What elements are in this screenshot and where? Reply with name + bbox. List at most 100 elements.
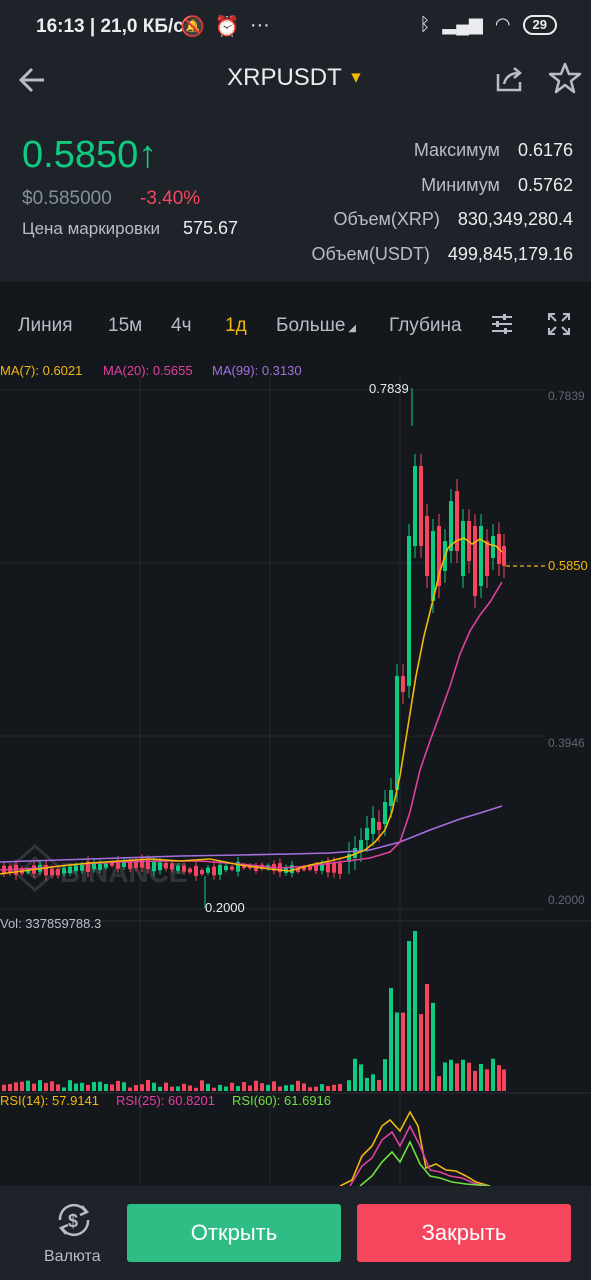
- fullscreen-icon[interactable]: [547, 312, 571, 336]
- pair-selector[interactable]: XRPUSDT ▼: [0, 64, 591, 92]
- candle: [461, 521, 465, 576]
- currency-switch-icon[interactable]: $: [52, 1200, 96, 1240]
- ma99-line: [0, 805, 503, 863]
- candle: [80, 864, 84, 871]
- volume-bar: [68, 1080, 72, 1091]
- volume-bar: [218, 1084, 222, 1091]
- volume-bar: [38, 1080, 42, 1091]
- share-icon[interactable]: [492, 62, 526, 96]
- candle: [395, 676, 399, 790]
- candle: [347, 854, 351, 862]
- candle: [437, 526, 441, 586]
- volume-bar: [2, 1084, 6, 1091]
- settings-sliders-icon[interactable]: [490, 312, 514, 336]
- tab-depth[interactable]: Глубина: [389, 315, 462, 336]
- volume-bar: [272, 1081, 276, 1091]
- candle: [230, 866, 234, 870]
- candle: [359, 840, 363, 850]
- candle: [110, 861, 114, 866]
- tab-15m[interactable]: 15м: [108, 315, 143, 336]
- grid-lines: [0, 376, 591, 1186]
- volume-bar: [461, 1059, 465, 1091]
- candle: [290, 865, 294, 874]
- volume-bar: [26, 1080, 30, 1091]
- candle: [116, 860, 120, 869]
- volume-bar: [164, 1082, 168, 1091]
- currency-label[interactable]: Валюта: [44, 1248, 101, 1265]
- candlestick-chart[interactable]: MA(7): 0.6021 MA(20): 0.5655 MA(99): 0.3…: [0, 356, 591, 1186]
- volume-bar: [437, 1076, 441, 1091]
- status-time: 16:13 | 21,0 КБ/с: [36, 16, 184, 37]
- candle: [212, 866, 216, 876]
- volume-bar: [290, 1084, 294, 1091]
- volume-bar: [134, 1085, 138, 1091]
- candle: [365, 828, 369, 840]
- candle: [146, 859, 150, 870]
- candle: [425, 516, 429, 576]
- volume-bar: [473, 1070, 477, 1091]
- y-tick-bottom: 0.2000: [548, 893, 585, 907]
- status-bar: 16:13 | 21,0 КБ/с 🔕 ⏰ ··· ᛒ ▂▄▆ ◠ 29: [0, 0, 591, 56]
- back-arrow-icon[interactable]: [14, 60, 54, 100]
- tab-more[interactable]: Больше ◢: [276, 315, 356, 336]
- volume-bar: [302, 1083, 306, 1091]
- volume-bar: [314, 1086, 318, 1091]
- candle: [128, 862, 132, 869]
- volume-bar: [332, 1084, 336, 1091]
- star-icon[interactable]: [547, 60, 583, 96]
- candle: [164, 862, 168, 869]
- volume-bar: [110, 1084, 114, 1091]
- candle: [158, 862, 162, 871]
- candle: [236, 861, 240, 872]
- volume-bar: [254, 1080, 258, 1091]
- volume-bar: [479, 1063, 483, 1091]
- close-position-button[interactable]: Закрыть: [357, 1204, 571, 1262]
- candle: [353, 848, 357, 858]
- status-notification-icons: 🔕 ⏰ ···: [180, 14, 270, 39]
- ma7-line: [0, 537, 503, 875]
- volume-bar: [80, 1082, 84, 1091]
- volume-bar: [74, 1083, 78, 1091]
- tab-1d[interactable]: 1д: [225, 315, 247, 336]
- volume-bar: [92, 1081, 96, 1091]
- candle: [326, 862, 330, 873]
- volume-bar: [308, 1087, 312, 1091]
- candle: [431, 531, 435, 601]
- volume-bars: [2, 931, 506, 1091]
- volume-bar: [395, 1012, 399, 1091]
- tab-line[interactable]: Линия: [18, 315, 73, 336]
- candle: [92, 862, 96, 870]
- candle: [224, 865, 228, 871]
- volume-bar: [413, 931, 417, 1091]
- arrow-up-icon: ↑: [138, 134, 158, 176]
- volume-bar: [431, 1002, 435, 1091]
- candle: [188, 868, 192, 873]
- candle: [98, 863, 102, 870]
- wifi-icon: ◠: [494, 14, 511, 34]
- candle: [200, 870, 204, 875]
- candle: [68, 866, 72, 874]
- volume-bar: [182, 1083, 186, 1091]
- ticker-panel: 0.5850↑ $0.585000 -3.40% Цена маркировки…: [0, 126, 591, 282]
- candle: [485, 541, 489, 576]
- candle: [56, 869, 60, 876]
- volume-bar: [248, 1085, 252, 1091]
- volume-bar: [497, 1065, 501, 1091]
- rsi14-line: [339, 1110, 491, 1186]
- candle: [86, 861, 90, 872]
- candle: [308, 866, 312, 870]
- tab-4h[interactable]: 4ч: [171, 315, 192, 336]
- volume-bar: [407, 941, 411, 1091]
- volume-bar: [224, 1086, 228, 1091]
- caret-down-icon: ▼: [348, 69, 364, 87]
- volume-bar: [128, 1087, 132, 1091]
- bottom-bar: $ Валюта Открыть Закрыть: [0, 1186, 591, 1280]
- candle: [449, 501, 453, 551]
- rsi14-legend: RSI(14): 57.9141: [0, 1093, 99, 1108]
- volume-bar: [347, 1080, 351, 1091]
- volume-bar: [8, 1084, 12, 1091]
- open-position-button[interactable]: Открыть: [127, 1204, 341, 1262]
- y-tick-mid: 0.3946: [548, 736, 585, 750]
- candle: [104, 863, 108, 868]
- high-label: 0.7839: [369, 381, 409, 396]
